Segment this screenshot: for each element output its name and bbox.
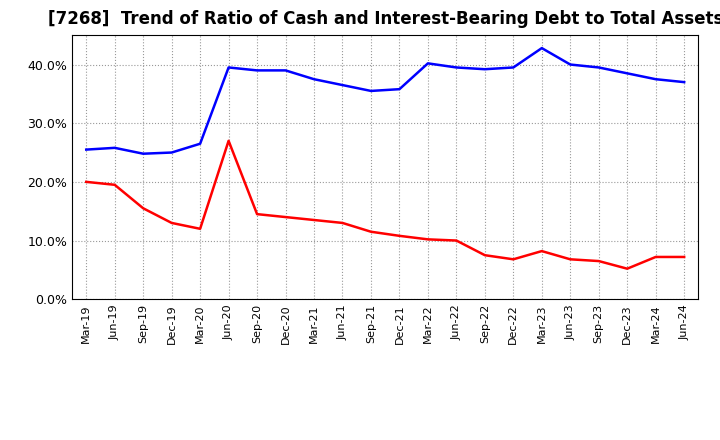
- Interest-Bearing Debt: [452, 65, 461, 70]
- Cash: [623, 266, 631, 271]
- Line: Interest-Bearing Debt: Interest-Bearing Debt: [86, 48, 684, 154]
- Interest-Bearing Debt: [480, 66, 489, 72]
- Cash: [282, 214, 290, 220]
- Cash: [366, 229, 375, 235]
- Cash: [537, 249, 546, 254]
- Interest-Bearing Debt: [110, 145, 119, 150]
- Cash: [196, 226, 204, 231]
- Interest-Bearing Debt: [652, 77, 660, 82]
- Interest-Bearing Debt: [537, 45, 546, 51]
- Interest-Bearing Debt: [680, 80, 688, 85]
- Interest-Bearing Debt: [139, 151, 148, 156]
- Interest-Bearing Debt: [366, 88, 375, 94]
- Interest-Bearing Debt: [395, 87, 404, 92]
- Cash: [566, 257, 575, 262]
- Cash: [139, 205, 148, 211]
- Cash: [225, 138, 233, 143]
- Cash: [253, 212, 261, 217]
- Interest-Bearing Debt: [225, 65, 233, 70]
- Cash: [595, 258, 603, 264]
- Cash: [110, 182, 119, 187]
- Cash: [509, 257, 518, 262]
- Interest-Bearing Debt: [253, 68, 261, 73]
- Interest-Bearing Debt: [509, 65, 518, 70]
- Cash: [310, 217, 318, 223]
- Interest-Bearing Debt: [282, 68, 290, 73]
- Cash: [480, 253, 489, 258]
- Cash: [167, 220, 176, 226]
- Cash: [338, 220, 347, 226]
- Interest-Bearing Debt: [566, 62, 575, 67]
- Interest-Bearing Debt: [423, 61, 432, 66]
- Cash: [452, 238, 461, 243]
- Interest-Bearing Debt: [167, 150, 176, 155]
- Title: [7268]  Trend of Ratio of Cash and Interest-Bearing Debt to Total Assets: [7268] Trend of Ratio of Cash and Intere…: [48, 10, 720, 28]
- Interest-Bearing Debt: [595, 65, 603, 70]
- Line: Cash: Cash: [86, 141, 684, 269]
- Cash: [652, 254, 660, 260]
- Interest-Bearing Debt: [623, 71, 631, 76]
- Interest-Bearing Debt: [310, 77, 318, 82]
- Cash: [82, 179, 91, 184]
- Interest-Bearing Debt: [82, 147, 91, 152]
- Interest-Bearing Debt: [196, 141, 204, 147]
- Cash: [680, 254, 688, 260]
- Cash: [395, 233, 404, 238]
- Cash: [423, 237, 432, 242]
- Interest-Bearing Debt: [338, 82, 347, 88]
